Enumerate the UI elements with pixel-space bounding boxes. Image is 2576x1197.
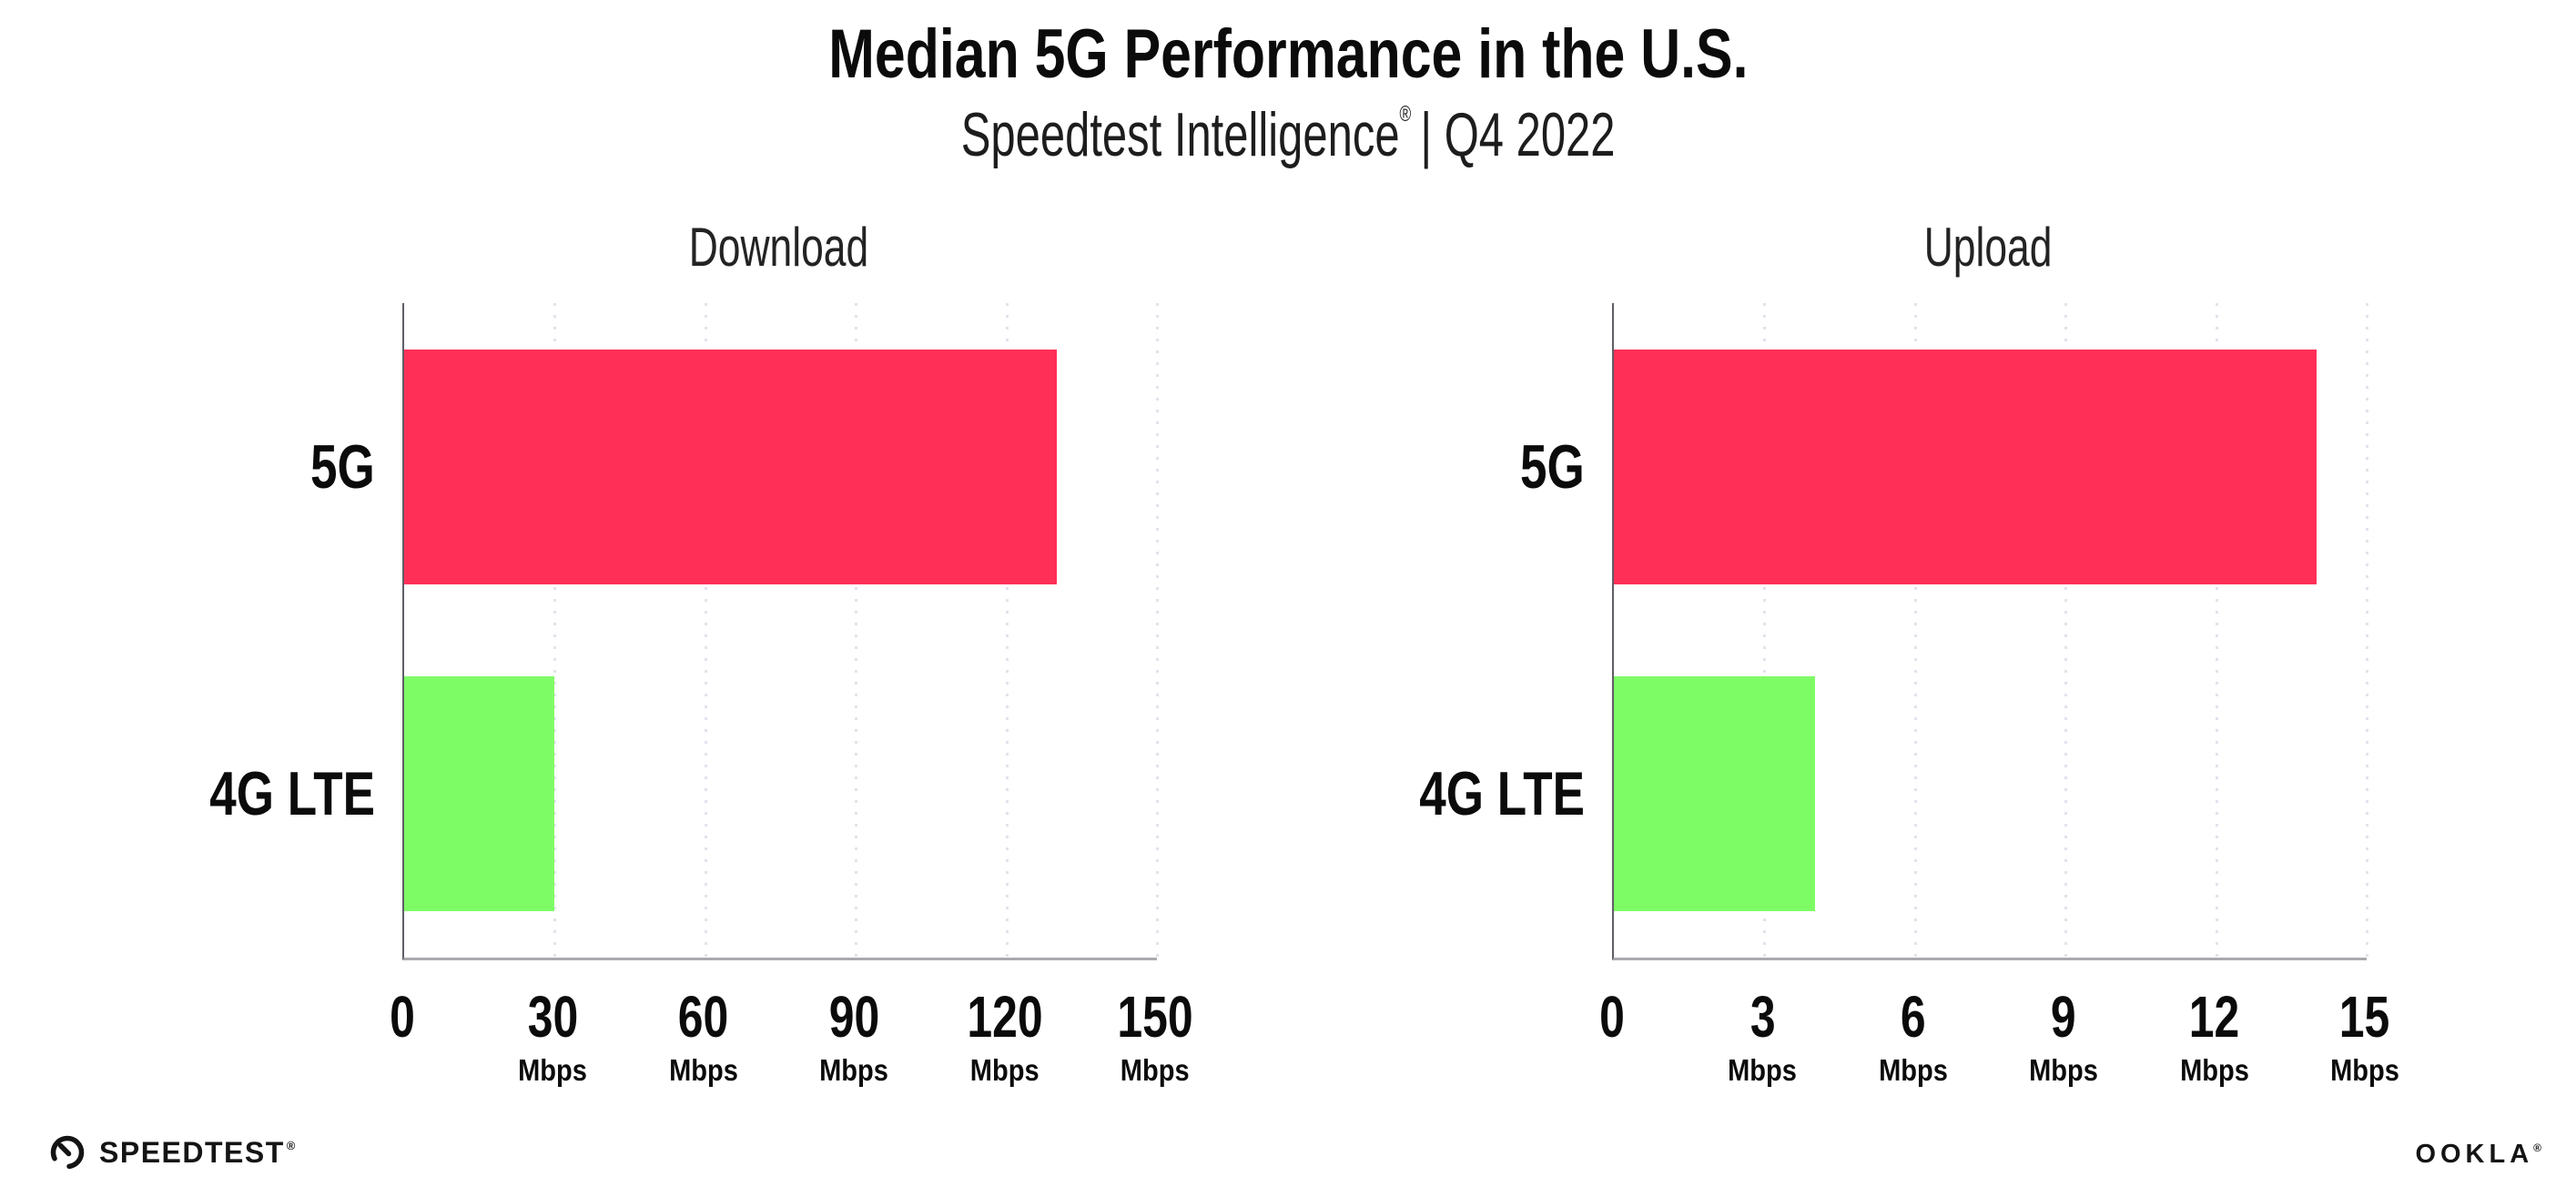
speedtest-wordmark: SPEEDTEST ® [99, 1136, 297, 1169]
x-tick-unit: Mbps [1728, 1053, 1798, 1087]
footer: SPEEDTEST ® OOKLA® [0, 1129, 2576, 1192]
gridline [1005, 303, 1009, 958]
bar-band-5g [1614, 303, 2367, 631]
plot-area-upload [1612, 303, 2368, 960]
bar-band-4g-lte [404, 631, 1157, 959]
x-tick-unit: Mbps [518, 1053, 588, 1087]
subtitle-period: | Q4 2022 [1420, 100, 1616, 169]
speedtest-registered-mark: ® [286, 1139, 297, 1152]
registered-mark: ® [1399, 102, 1412, 127]
x-tick-unit: Mbps [819, 1053, 889, 1087]
ookla-registered-mark: ® [2533, 1141, 2541, 1154]
upload-chart: Upload 5G 4G LTE 0 3 Mbps 6 Mbps 9 Mbps 12 Mbps 15… [1301, 218, 2484, 1156]
category-label-5g: 5G [1520, 431, 1585, 502]
x-tick-unit: Mbps [1121, 1053, 1190, 1087]
x-tick-unit: Mbps [2179, 1053, 2249, 1087]
x-tick-9: 9 Mbps [2024, 988, 2103, 1085]
gridline [553, 303, 557, 958]
gridline [1156, 303, 1159, 958]
gridline [2366, 303, 2368, 958]
header: Median 5G Performance in the U.S. Speedt… [0, 0, 2576, 167]
gridline [2215, 303, 2218, 958]
bar-5g [1614, 349, 2317, 584]
x-tick-unit: Mbps [1878, 1053, 1948, 1087]
bar-band-4g-lte [1614, 631, 2367, 959]
bar-5g [404, 349, 1057, 584]
x-tick-15: 15 Mbps [2326, 988, 2404, 1085]
x-tick-120: 120 Mbps [956, 988, 1053, 1085]
x-tick-90: 90 Mbps [815, 988, 893, 1085]
chart-title-upload: Upload [1924, 217, 2053, 278]
category-label-4g-lte: 4G LTE [1419, 759, 1585, 829]
chart-title-download: Download [688, 217, 869, 278]
x-tick-unit: Mbps [668, 1053, 738, 1087]
category-label-4g-lte: 4G LTE [209, 759, 375, 829]
x-tick-0: 0 [1599, 984, 1625, 1050]
speedtest-gauge-icon [50, 1135, 85, 1170]
x-tick-60: 60 Mbps [664, 988, 743, 1085]
x-tick-unit: Mbps [2330, 1053, 2399, 1087]
bar-band-5g [404, 303, 1157, 631]
gridline [1913, 303, 1917, 958]
page-title: Median 5G Performance in the U.S. [827, 15, 1749, 93]
page-subtitle: Speedtest Intelligence® | Q4 2022 [0, 102, 2576, 167]
subtitle-brand: Speedtest Intelligence [960, 100, 1400, 169]
speedtest-logo: SPEEDTEST ® [49, 1134, 297, 1171]
gridline [855, 303, 858, 958]
gridline [2064, 303, 2068, 958]
gridline [1763, 303, 1767, 958]
x-tick-6: 6 Mbps [1874, 988, 1952, 1085]
category-labels: 5G 4G LTE [91, 303, 375, 958]
plot-area-download [402, 303, 1159, 960]
category-labels: 5G 4G LTE [1301, 303, 1585, 958]
x-axis-download: 0 30 Mbps 60 Mbps 90 Mbps 120 Mbps 150 Mbps [390, 988, 1193, 1142]
gridline [704, 303, 707, 958]
x-tick-3: 3 Mbps [1723, 988, 1801, 1085]
category-label-5g: 5G [310, 431, 375, 502]
bar-4g-lte [404, 676, 555, 912]
x-tick-30: 30 Mbps [513, 988, 592, 1085]
x-tick-12: 12 Mbps [2175, 988, 2254, 1085]
x-tick-0: 0 [390, 984, 415, 1050]
x-axis-upload: 0 3 Mbps 6 Mbps 9 Mbps 12 Mbps 15 Mbps [1599, 988, 2399, 1142]
x-tick-unit: Mbps [2029, 1053, 2099, 1087]
download-chart: Download 5G 4G LTE 0 30 Mbps 60 Mbps 90 Mbps 120… [91, 218, 1274, 1156]
x-tick-unit: Mbps [969, 1053, 1040, 1087]
ookla-wordmark: OOKLA® [2415, 1140, 2541, 1169]
bar-4g-lte [1614, 676, 1815, 912]
x-tick-150: 150 Mbps [1107, 988, 1204, 1085]
